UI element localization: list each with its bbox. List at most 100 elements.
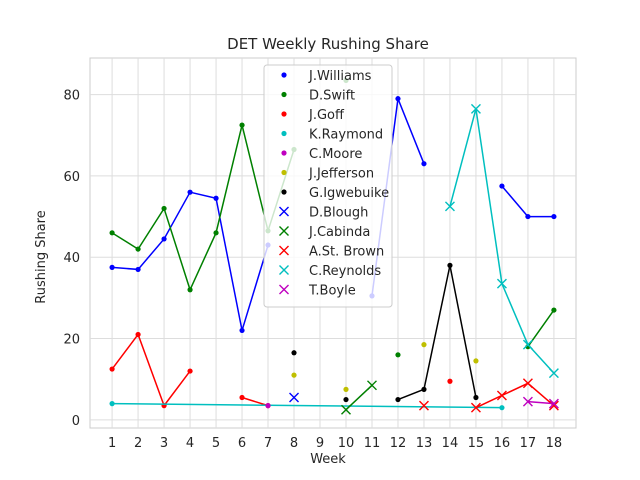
- series-d-blough: [289, 392, 300, 403]
- data-point: [421, 342, 427, 348]
- legend-box: [263, 64, 393, 308]
- data-point: [551, 307, 557, 313]
- series-j-cabinda: [341, 380, 377, 415]
- x-tick-label: 13: [416, 436, 433, 451]
- data-point: [421, 161, 427, 167]
- data-point: [239, 327, 245, 334]
- y-axis-label: Rushing Share: [34, 210, 49, 303]
- series-line: [397, 265, 477, 401]
- legend-label: K.Raymond: [309, 128, 383, 143]
- data-point: [291, 350, 297, 356]
- data-point: [548, 368, 559, 379]
- x-tick-label: 11: [364, 436, 381, 451]
- data-point: [522, 339, 533, 350]
- y-tick-label: 40: [63, 251, 80, 266]
- data-point: [291, 372, 297, 378]
- legend-entry: D.Swift: [281, 89, 355, 104]
- legend-marker: [281, 169, 287, 176]
- x-ticks: 1 2 3 4 5 6 7 8 9 10 11 12 13 14 15 16 17 18: [108, 436, 562, 451]
- series-j-goff: [109, 331, 453, 409]
- data-point: [187, 189, 193, 195]
- data-point: [551, 213, 557, 220]
- series-t-boyle: [522, 396, 559, 409]
- data-point: [499, 183, 505, 189]
- data-point: [187, 287, 193, 293]
- data-point: [522, 378, 533, 389]
- data-point: [447, 262, 453, 268]
- legend-entry: J.Goff: [281, 108, 345, 123]
- legend-entry: D.Blough: [279, 206, 368, 221]
- x-tick-label: 8: [290, 436, 298, 451]
- legend-marker: [281, 130, 287, 137]
- legend-entry: J.Cabinda: [279, 225, 370, 240]
- x-tick-label: 15: [468, 436, 485, 451]
- data-point: [548, 398, 559, 409]
- legend-label: J.Williams: [308, 69, 372, 84]
- x-tick-label: 18: [546, 436, 563, 451]
- data-point: [470, 402, 481, 413]
- series-line: [112, 402, 502, 409]
- data-point: [161, 205, 167, 212]
- legend-entry: J.Jefferson: [281, 167, 374, 182]
- data-point: [109, 230, 115, 236]
- data-point: [444, 201, 455, 212]
- x-tick-label: 14: [442, 436, 459, 451]
- legend-entry: C.Reynolds: [279, 264, 381, 279]
- legend-entry: G.Igwebuike: [281, 186, 389, 201]
- x-tick-label: 7: [264, 436, 272, 451]
- x-tick-label: 16: [494, 436, 511, 451]
- legend-entry: T.Boyle: [279, 284, 356, 299]
- data-point: [213, 195, 219, 201]
- legend: J.Williams D.Swift J.Goff K.Raymond C.Moore J…: [263, 64, 393, 308]
- series-g-igwebuike: [291, 262, 479, 403]
- legend-label: J.Goff: [308, 108, 345, 123]
- legend-entry: A.St. Brown: [279, 245, 384, 260]
- y-tick-label: 60: [63, 170, 80, 185]
- data-point: [473, 394, 479, 401]
- data-point: [239, 122, 245, 128]
- legend-marker: [281, 111, 287, 117]
- data-point: [135, 331, 141, 338]
- series-line: [527, 400, 554, 405]
- series-a-st-brown: [418, 378, 559, 413]
- legend-label: C.Moore: [309, 147, 362, 162]
- data-point: [109, 264, 115, 270]
- x-tick-label: 10: [338, 436, 355, 451]
- data-point: [187, 368, 193, 374]
- series-c-moore: [265, 403, 271, 409]
- series-j-jefferson: [291, 342, 479, 392]
- data-point: [265, 403, 271, 409]
- x-tick-label: 3: [160, 436, 168, 451]
- series-line: [241, 396, 269, 407]
- data-point: [421, 386, 427, 392]
- y-tick-label: 80: [63, 89, 80, 104]
- legend-label: T.Boyle: [308, 284, 356, 299]
- series-line: [111, 332, 191, 408]
- data-point: [109, 401, 115, 407]
- series-line: [475, 382, 555, 409]
- chart-title: DET Weekly Rushing Share: [227, 35, 429, 53]
- legend-label: C.Reynolds: [309, 264, 381, 279]
- x-tick-label: 6: [238, 436, 246, 451]
- x-tick-label: 1: [108, 436, 116, 451]
- data-point: [499, 405, 505, 411]
- x-tick-label: 9: [316, 436, 324, 451]
- legend-entry: J.Williams: [281, 69, 372, 84]
- legend-marker: [279, 245, 289, 256]
- data-point: [525, 213, 531, 220]
- y-tick-label: 20: [63, 333, 80, 348]
- legend-entry: K.Raymond: [281, 128, 383, 143]
- data-point: [395, 352, 401, 358]
- data-point: [470, 103, 481, 114]
- x-tick-label: 12: [390, 436, 407, 451]
- data-point: [522, 396, 533, 407]
- data-point: [447, 378, 453, 384]
- x-tick-label: 17: [520, 436, 537, 451]
- data-point: [395, 96, 401, 102]
- data-point: [496, 278, 507, 289]
- legend-marker: [281, 150, 287, 156]
- data-point: [135, 246, 141, 252]
- series-layer: [109, 77, 559, 415]
- data-point: [343, 386, 349, 392]
- legend-label: G.Igwebuike: [309, 186, 389, 201]
